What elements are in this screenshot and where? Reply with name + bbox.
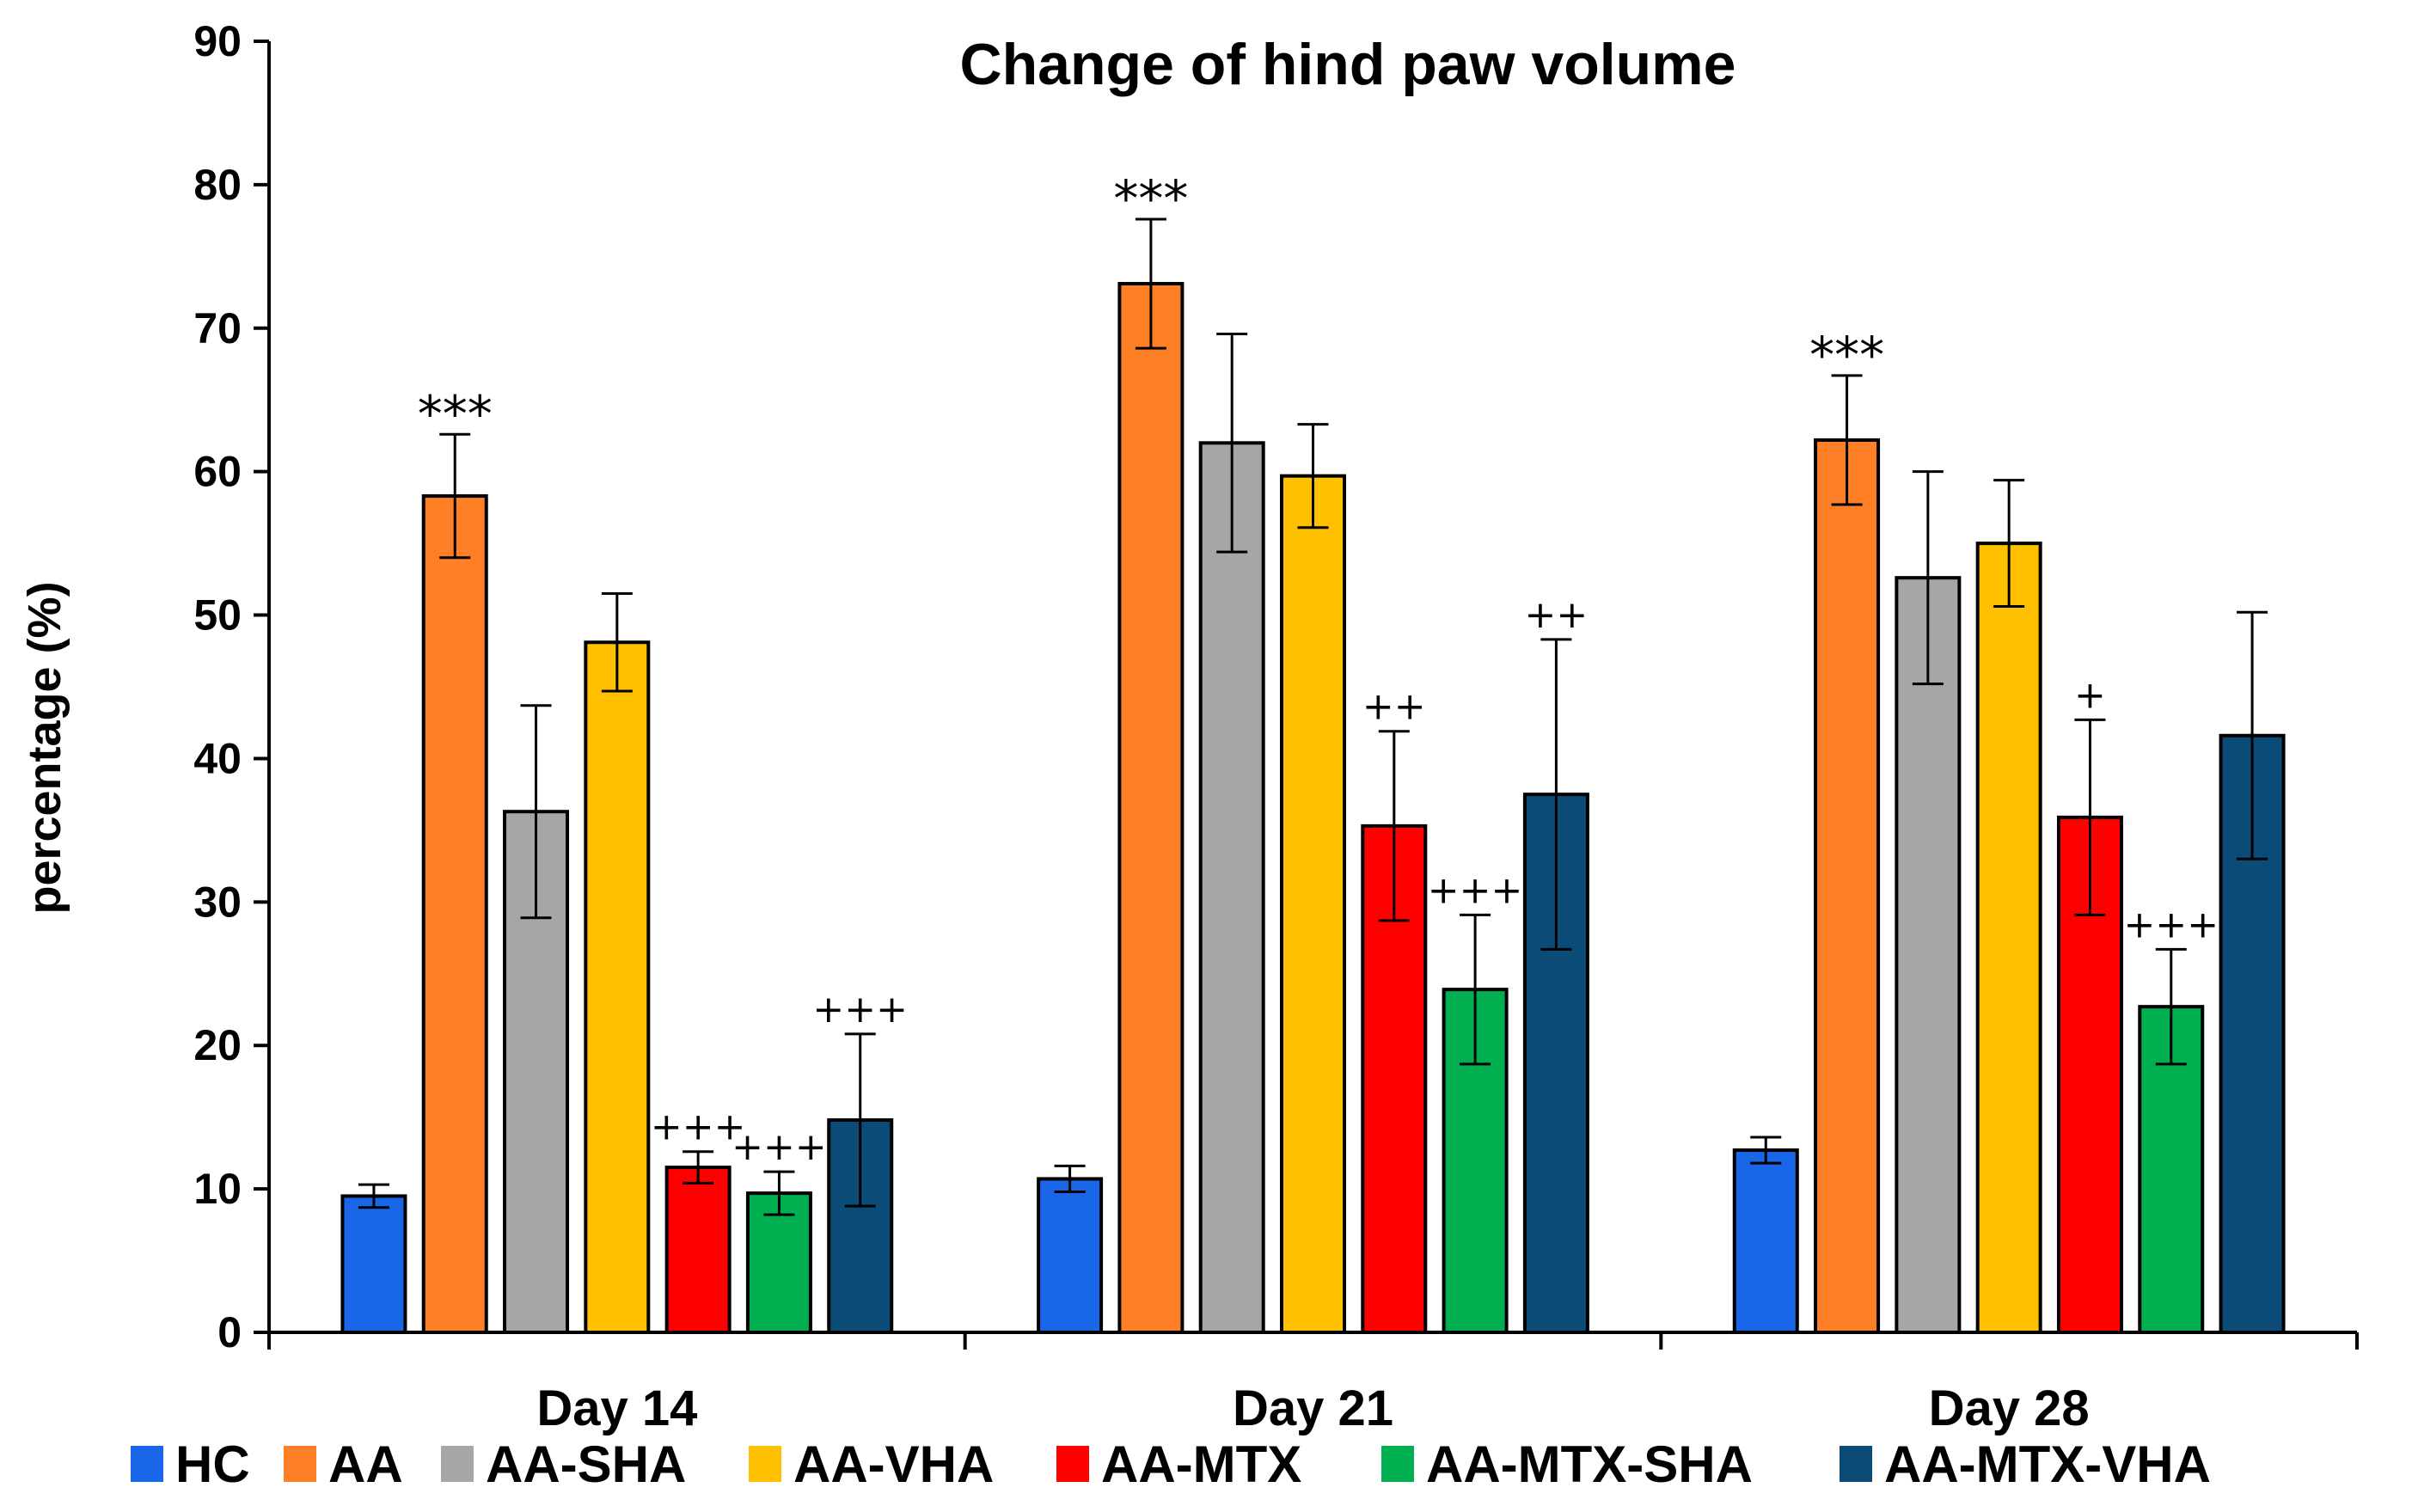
significance-label: ++: [1362, 685, 1426, 729]
legend-label: AA-MTX-SHA: [1426, 1435, 1753, 1493]
chart-title: Change of hind paw volume: [960, 32, 1736, 97]
legend-swatch: [749, 1446, 781, 1482]
bar: [1442, 988, 1509, 1334]
x-tick-label: Day 21: [1233, 1380, 1393, 1436]
bar: [1117, 282, 1185, 1334]
x-axis: Day 14 Day 21 Day 28: [267, 1331, 2359, 1436]
y-axis-label: percentage (%): [19, 581, 70, 914]
bar: [1037, 1177, 1104, 1334]
x-tick-label: Day 28: [1929, 1380, 2090, 1436]
bar: [1732, 1148, 1799, 1335]
legend: HC AA AA-SHA AA-VHA AA-MTX AA-MTX-SHA AA-MTX-V…: [131, 1435, 2211, 1493]
bar: [745, 1191, 812, 1335]
legend-label: AA-MTX: [1101, 1435, 1301, 1493]
bars-group: *********+++++ +++++++++++++++: [340, 169, 2286, 1335]
y-tick-label: 20: [193, 1021, 242, 1069]
significance-label: +++: [2123, 903, 2219, 946]
significance-label: ***: [418, 384, 493, 443]
bar: [340, 1194, 407, 1335]
legend-label: AA-VHA: [793, 1435, 994, 1493]
significance-label: +: [2074, 673, 2106, 717]
bar: [1895, 576, 1962, 1334]
legend-swatch: [1840, 1446, 1872, 1482]
legend-swatch: [284, 1446, 316, 1482]
y-tick-label: 50: [193, 591, 242, 640]
legend-label: AA-MTX-VHA: [1884, 1435, 2211, 1493]
y-tick-label: 10: [193, 1165, 242, 1213]
bar: [1280, 474, 1346, 1334]
legend-swatch: [1056, 1446, 1089, 1482]
significance-label: +++: [1428, 868, 1523, 912]
bar: [664, 1166, 732, 1334]
x-tick-label: Day 14: [536, 1380, 697, 1436]
legend-swatch: [441, 1446, 474, 1482]
significance-label: +++: [732, 1125, 827, 1169]
y-tick-label: 90: [193, 17, 242, 65]
bar: [421, 494, 488, 1334]
legend-label: HC: [175, 1435, 250, 1493]
bar: [584, 640, 651, 1334]
legend-swatch: [131, 1446, 163, 1482]
y-tick-label: 30: [193, 878, 242, 926]
significance-label: ***: [1113, 169, 1188, 228]
y-tick-label: 40: [193, 734, 242, 782]
y-tick-label: 70: [193, 304, 242, 352]
bar: [1198, 441, 1265, 1334]
y-tick-label: 60: [193, 448, 242, 496]
legend-label: AA-SHA: [486, 1435, 686, 1493]
legend-swatch: [1381, 1446, 1414, 1482]
y-tick-label: 0: [217, 1308, 242, 1356]
y-tick-label: 80: [193, 161, 242, 209]
significance-label: ***: [1809, 326, 1884, 384]
significance-label: +++: [651, 1105, 746, 1149]
bar: [1814, 438, 1881, 1334]
legend-label: AA: [328, 1435, 403, 1493]
bar: [1975, 542, 2042, 1334]
significance-label: ++: [1525, 593, 1589, 637]
significance-label: +++: [812, 988, 908, 1031]
y-axis: 0 10 20 30 40 50 60 70 80 90: [193, 17, 271, 1356]
